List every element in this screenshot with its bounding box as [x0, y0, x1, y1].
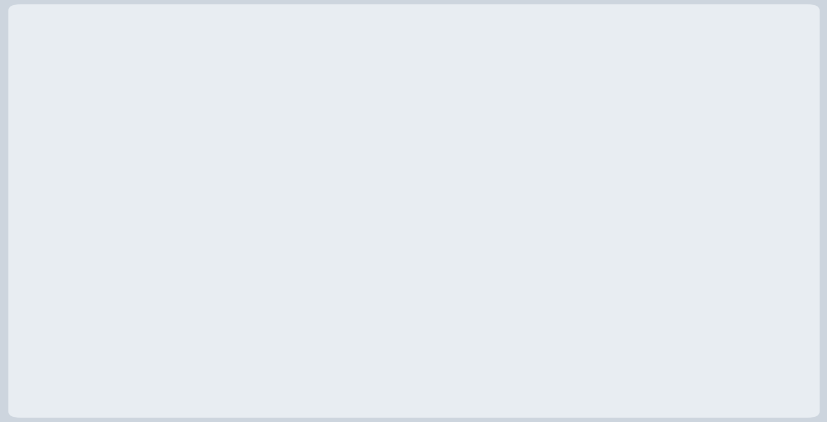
Ellipse shape: [85, 341, 122, 377]
Text: True: True: [149, 290, 192, 309]
Text: Select one:: Select one:: [79, 253, 192, 272]
Text: The gap between two neighboring spectral: The gap between two neighboring spectral: [79, 55, 557, 75]
Text: components in a sampled signal exist if we choose: components in a sampled signal exist if …: [79, 110, 645, 130]
Text: False: False: [149, 349, 199, 368]
Text: sampling frequency fs < 2w: sampling frequency fs < 2w: [79, 165, 390, 184]
Ellipse shape: [85, 281, 122, 318]
